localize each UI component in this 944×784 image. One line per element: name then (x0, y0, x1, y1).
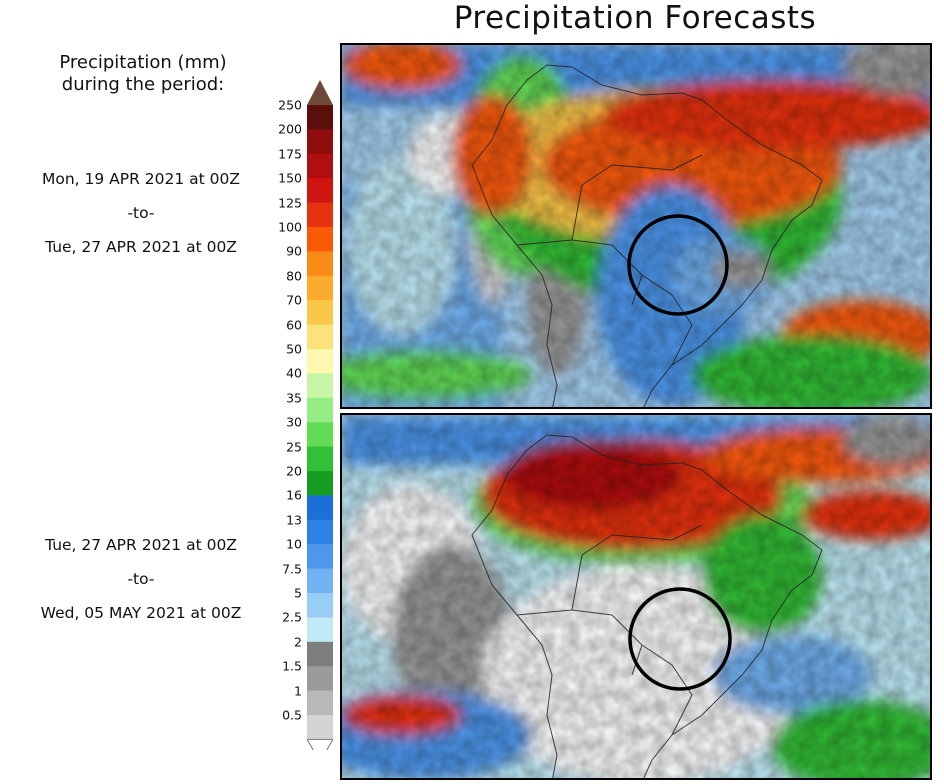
colorbar-bottom-cap (307, 738, 333, 750)
colorbar-segment (307, 519, 333, 545)
colorbar-segment (307, 227, 333, 252)
colorbar-tick-label: 175 (278, 146, 302, 162)
colorbar-tick-label: 25 (286, 439, 302, 455)
colorbar-tick-label: 16 (286, 487, 302, 503)
colorbar-segment (307, 617, 333, 643)
colorbar-segment (307, 544, 333, 570)
period-1-label: Mon, 19 APR 2021 at 00Z -to- Tue, 27 APR… (10, 162, 272, 264)
page-title: Precipitation Forecasts (453, 0, 817, 36)
period-1-to: -to- (127, 204, 155, 222)
colorbar-tick-labels: 250 200 175 150 125 100 90 80 70 60 50 40 35 30 25 20 16… (262, 0, 302, 784)
period-2-start: Tue, 27 APR 2021 at 00Z (45, 536, 237, 554)
colorbar-segment (307, 397, 333, 423)
colorbar-tick-label: 40 (286, 365, 302, 381)
colorbar-tick-label: 30 (286, 414, 302, 430)
colorbar-tick-label: 80 (286, 268, 302, 284)
colorbar-tick-label: 70 (286, 292, 302, 308)
legend-title: Precipitation (mm) during the period: (18, 52, 268, 96)
colorbar-segment (307, 690, 333, 716)
colorbar-segment (307, 153, 333, 179)
colorbar-segment (307, 446, 333, 472)
colorbar-tick-label: 150 (278, 170, 302, 186)
period-2-label: Tue, 27 APR 2021 at 00Z -to- Wed, 05 MAY… (10, 528, 272, 630)
colorbar-tick-label: 2 (294, 634, 302, 650)
map-panel-period-1 (340, 43, 932, 409)
period-1-end: Tue, 27 APR 2021 at 00Z (45, 238, 237, 256)
precip-map-1 (342, 45, 930, 407)
colorbar-tick-label: 7.5 (282, 561, 302, 577)
colorbar-tick-label: 1 (294, 683, 302, 699)
legend-title-line1: Precipitation (mm) (59, 52, 227, 73)
colorbar-tick-label: 35 (286, 390, 302, 406)
precip-map-2 (342, 415, 930, 778)
colorbar-tick-label: 90 (286, 243, 302, 259)
colorbar-segment (307, 666, 333, 692)
legend-title-line2: during the period: (61, 74, 225, 95)
circle-marker (628, 587, 732, 691)
colorbar-tick-label: 60 (286, 317, 302, 333)
period-2-to: -to- (127, 570, 155, 588)
colorbar-tick-label: 2.5 (282, 609, 302, 625)
colorbar-tick-label: 125 (278, 195, 302, 211)
colorbar (307, 80, 333, 750)
colorbar-tick-label: 20 (286, 463, 302, 479)
colorbar-segment (307, 715, 333, 740)
colorbar-segment (307, 495, 333, 521)
colorbar-segment (307, 349, 333, 374)
map-panel-period-2 (340, 413, 932, 780)
colorbar-segment (307, 568, 333, 594)
colorbar-tick-label: 5 (294, 585, 302, 601)
colorbar-tick-label: 250 (278, 97, 302, 113)
colorbar-tick-label: 200 (278, 121, 302, 137)
colorbar-segment (307, 373, 333, 399)
colorbar-segment (307, 593, 333, 618)
colorbar-tick-label: 10 (286, 536, 302, 552)
colorbar-tick-label: 1.5 (282, 658, 302, 674)
colorbar-tick-label: 50 (286, 341, 302, 357)
colorbar-tick-label: 100 (278, 219, 302, 235)
colorbar-segment (307, 324, 333, 350)
colorbar-segment (307, 641, 333, 667)
colorbar-top-cap (307, 80, 333, 105)
colorbar-segment (307, 300, 333, 326)
period-1-start: Mon, 19 APR 2021 at 00Z (41, 170, 241, 188)
circle-marker (627, 214, 729, 316)
colorbar-tick-label: 13 (286, 512, 302, 528)
colorbar-segment (307, 129, 333, 155)
colorbar-segment (307, 422, 333, 448)
colorbar-segment (307, 178, 333, 204)
colorbar-segment (307, 202, 333, 228)
colorbar-segment (307, 105, 333, 130)
period-2-end: Wed, 05 MAY 2021 at 00Z (40, 604, 242, 622)
colorbar-segment (307, 471, 333, 496)
colorbar-segment (307, 275, 333, 301)
colorbar-segment (307, 251, 333, 277)
colorbar-tick-label: 0.5 (282, 707, 302, 723)
